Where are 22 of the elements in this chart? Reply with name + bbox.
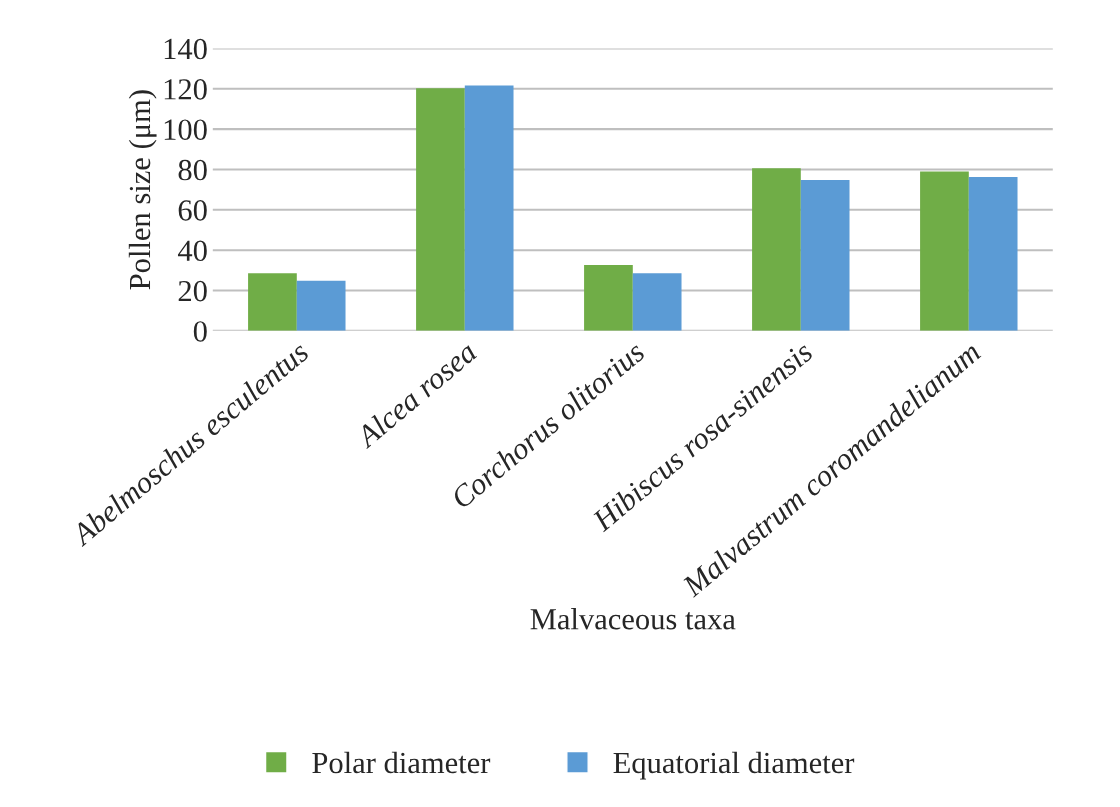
y-tick-label: 60 [178,200,207,221]
y-tick-label: 0 [193,321,207,342]
bar [296,280,346,331]
bar [800,179,850,331]
bar [632,273,682,331]
legend-label: Equatorial diameter [613,751,855,780]
bar [752,168,801,331]
bar [968,176,1018,331]
bar [248,273,297,331]
y-tick-label: 20 [178,280,207,302]
bar [416,88,465,331]
y-tick-label: 140 [164,38,207,60]
y-axis-title: Pollen size (μm) [128,90,157,290]
bar [464,85,514,331]
bar [920,171,969,331]
x-axis-title: Malvaceous taxa [530,608,736,630]
y-tick-label: 80 [178,159,207,181]
y-tick-label: 120 [164,79,207,100]
bar [584,265,633,331]
y-tick-label: 100 [164,119,207,141]
legend-label: Polar diameter [312,751,491,774]
y-tick-label: 40 [177,240,207,262]
